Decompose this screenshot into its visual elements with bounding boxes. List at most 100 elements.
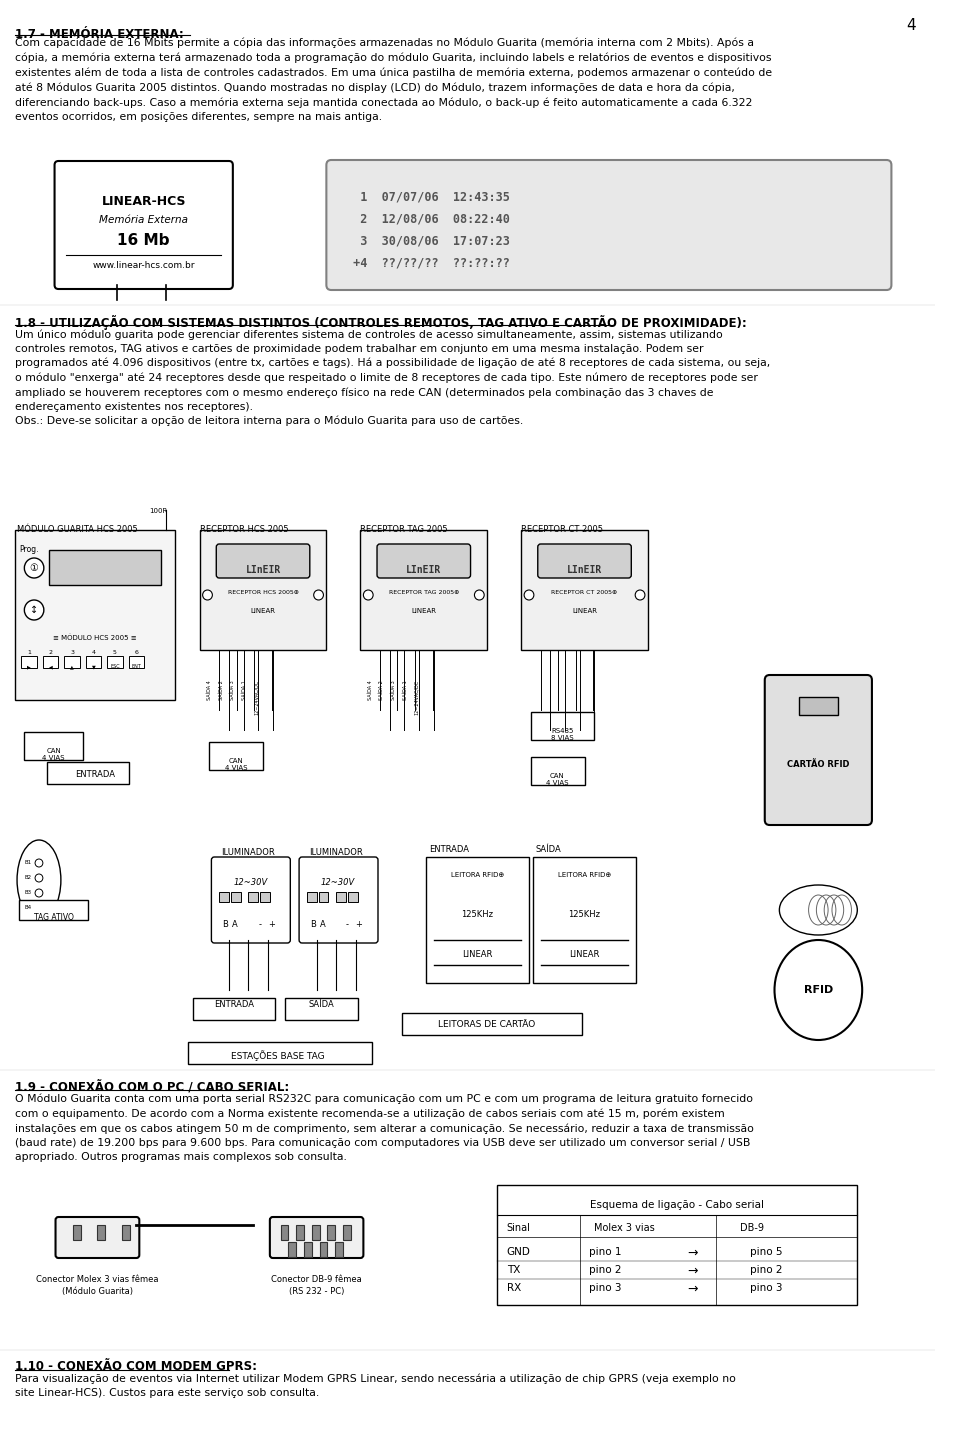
Bar: [14, 530, 176, 699]
Bar: [19, 901, 87, 919]
Text: 12~30V: 12~30V: [321, 877, 355, 888]
Text: LINEAR: LINEAR: [411, 608, 436, 614]
FancyBboxPatch shape: [533, 857, 636, 983]
Text: SAÍDA 1: SAÍDA 1: [242, 681, 247, 699]
Text: 4 VIAS: 4 VIAS: [546, 780, 568, 786]
Bar: [97, 1225, 106, 1239]
Text: RX: RX: [507, 1283, 521, 1293]
Text: 1  07/07/06  12:43:35: 1 07/07/06 12:43:35: [346, 190, 510, 203]
Text: LEITORA RFID⊕: LEITORA RFID⊕: [558, 872, 612, 877]
Ellipse shape: [780, 885, 857, 935]
Bar: [43, 656, 59, 668]
Text: B: B: [310, 919, 316, 930]
Bar: [122, 1225, 130, 1239]
Text: pino 2: pino 2: [589, 1266, 622, 1276]
Circle shape: [36, 889, 43, 896]
FancyBboxPatch shape: [377, 544, 470, 578]
Text: 4: 4: [906, 17, 916, 33]
Bar: [531, 757, 585, 785]
Bar: [497, 1184, 857, 1305]
Text: RECEPTOR HCS 2005⊕: RECEPTOR HCS 2005⊕: [228, 589, 299, 595]
FancyBboxPatch shape: [538, 544, 632, 578]
Text: LINEAR: LINEAR: [462, 950, 492, 959]
FancyBboxPatch shape: [56, 1216, 139, 1258]
Text: pino 5: pino 5: [750, 1247, 782, 1257]
Bar: [312, 1225, 320, 1239]
Text: →: →: [686, 1247, 697, 1260]
Text: Esquema de ligação - Cabo serial: Esquema de ligação - Cabo serial: [590, 1200, 764, 1211]
Text: 100R: 100R: [150, 508, 168, 514]
Text: →: →: [686, 1283, 697, 1296]
Text: -: -: [346, 919, 348, 930]
Text: 6: 6: [134, 650, 138, 654]
Text: ↕: ↕: [30, 605, 38, 615]
Text: CAN: CAN: [46, 749, 60, 754]
Circle shape: [364, 589, 373, 599]
Text: B4: B4: [24, 905, 32, 909]
Text: ENTRADA: ENTRADA: [429, 846, 468, 854]
Bar: [209, 741, 263, 770]
Text: DB-9: DB-9: [740, 1224, 764, 1234]
Circle shape: [36, 875, 43, 882]
Text: A: A: [320, 919, 325, 930]
Text: 8 VIAS: 8 VIAS: [551, 736, 573, 741]
FancyBboxPatch shape: [193, 998, 275, 1019]
Text: Memória Externa: Memória Externa: [99, 214, 188, 224]
Text: RECEPTOR HCS 2005: RECEPTOR HCS 2005: [200, 526, 288, 534]
Text: SAÍDA 1: SAÍDA 1: [403, 681, 408, 699]
FancyBboxPatch shape: [211, 857, 290, 943]
Bar: [200, 530, 326, 650]
Text: ▶: ▶: [27, 665, 31, 669]
Text: Molex 3 vias: Molex 3 vias: [594, 1224, 655, 1234]
Bar: [73, 1225, 81, 1239]
Text: SAÍDA 4: SAÍDA 4: [207, 681, 212, 699]
Text: 2: 2: [49, 650, 53, 654]
Text: SAÍDA 2: SAÍDA 2: [219, 681, 224, 699]
Text: SAÍDA 4: SAÍDA 4: [368, 681, 372, 699]
Text: 1.10 - CONEXÃO COM MODEM GPRS:: 1.10 - CONEXÃO COM MODEM GPRS:: [14, 1360, 256, 1373]
Text: 1.9 - CONEXÃO COM O PC / CABO SERIAL:: 1.9 - CONEXÃO COM O PC / CABO SERIAL:: [14, 1080, 289, 1093]
Bar: [521, 530, 648, 650]
Text: ▲: ▲: [70, 665, 74, 669]
FancyBboxPatch shape: [300, 857, 378, 943]
Text: pino 1: pino 1: [589, 1247, 622, 1257]
Text: pino 3: pino 3: [589, 1283, 622, 1293]
Text: RECEPTOR TAG 2005⊕: RECEPTOR TAG 2005⊕: [389, 589, 459, 595]
Bar: [320, 1242, 327, 1257]
Text: +: +: [355, 919, 363, 930]
Bar: [260, 892, 270, 902]
Text: B3: B3: [24, 891, 32, 895]
Text: +: +: [268, 919, 275, 930]
Bar: [249, 892, 258, 902]
Text: SAÍDA: SAÍDA: [536, 846, 562, 854]
Text: LINEAR: LINEAR: [572, 608, 597, 614]
Text: 16 Mb: 16 Mb: [117, 233, 170, 248]
Text: LINEAR: LINEAR: [569, 950, 600, 959]
Text: 12~24VAC/DC: 12~24VAC/DC: [253, 681, 258, 715]
Text: 4: 4: [91, 650, 96, 654]
Text: 2  12/08/06  08:22:40: 2 12/08/06 08:22:40: [346, 211, 510, 224]
Text: Sinal: Sinal: [507, 1224, 531, 1234]
Bar: [360, 530, 487, 650]
Text: (RS 232 - PC): (RS 232 - PC): [289, 1287, 345, 1296]
Bar: [129, 656, 144, 668]
Text: LINEAR: LINEAR: [251, 608, 276, 614]
Text: (Módulo Guarita): (Módulo Guarita): [62, 1287, 132, 1296]
Text: +4  ??/??/??  ??:??:??: +4 ??/??/?? ??:??:??: [346, 256, 510, 269]
Text: 1.7 - MEMÓRIA EXTERNA:: 1.7 - MEMÓRIA EXTERNA:: [14, 28, 183, 41]
Text: Conector DB-9 fêmea: Conector DB-9 fêmea: [272, 1276, 362, 1284]
FancyBboxPatch shape: [425, 857, 529, 983]
Bar: [231, 892, 241, 902]
Text: 12~30V: 12~30V: [233, 877, 268, 888]
Circle shape: [36, 904, 43, 912]
FancyBboxPatch shape: [188, 1043, 372, 1064]
Text: RFID: RFID: [804, 985, 833, 995]
Text: A: A: [232, 919, 238, 930]
Text: MÓDULO GUARITA HCS 2005: MÓDULO GUARITA HCS 2005: [16, 526, 137, 534]
Circle shape: [24, 557, 44, 578]
Text: Prog.: Prog.: [19, 544, 39, 555]
Circle shape: [24, 599, 44, 620]
Text: 1: 1: [27, 650, 31, 654]
Bar: [21, 656, 37, 668]
Text: SAÍDA 2: SAÍDA 2: [379, 681, 384, 699]
